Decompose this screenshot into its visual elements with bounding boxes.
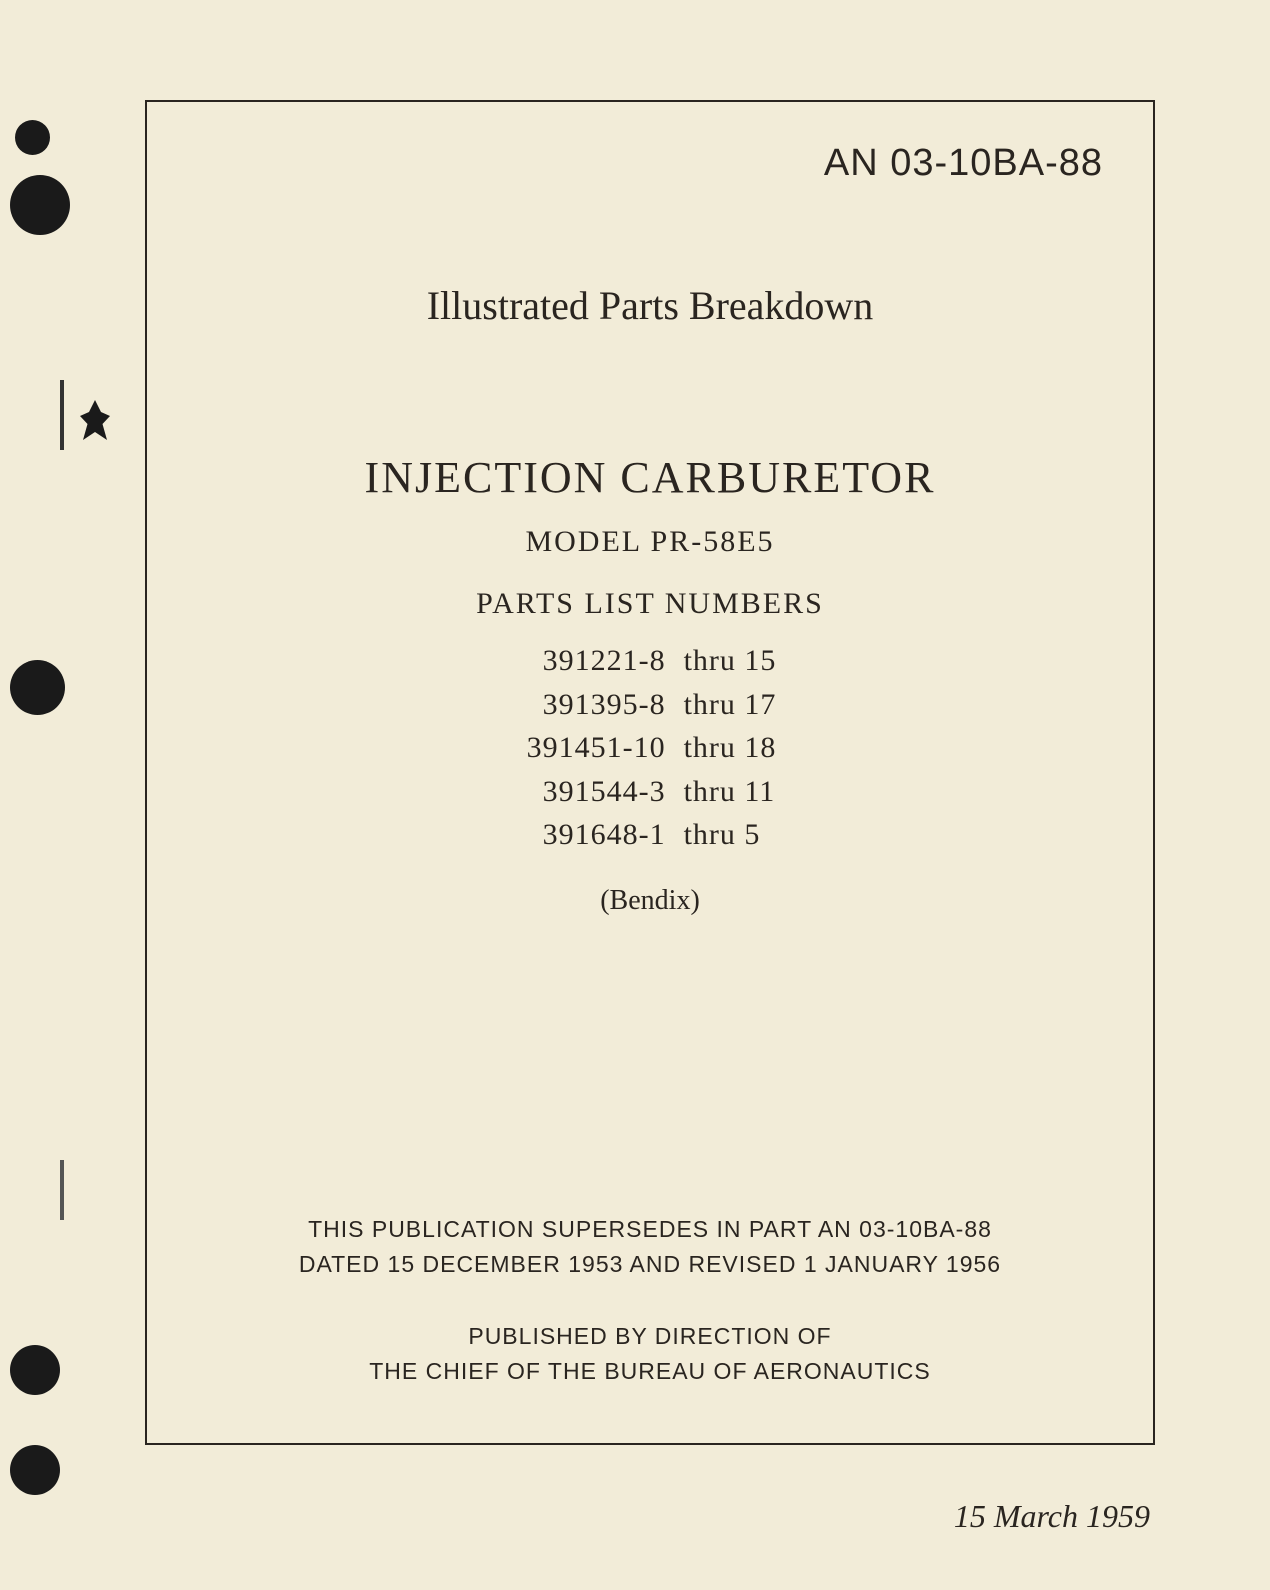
- punch-hole: [10, 1445, 60, 1495]
- punch-holes: [0, 0, 100, 1590]
- parts-number: 391221-8: [524, 639, 684, 683]
- punch-hole: [10, 175, 70, 235]
- parts-list-row: 391395-8 thru 17: [524, 683, 777, 727]
- parts-number: 391544-3: [524, 770, 684, 814]
- model-number: MODEL PR-58E5: [147, 525, 1153, 559]
- title-section: Illustrated Parts Breakdown: [147, 282, 1153, 329]
- parts-list-row: 391648-1 thru 5: [524, 813, 777, 857]
- publication-date: 15 March 1959: [954, 1498, 1150, 1535]
- parts-list: 391221-8 thru 15 391395-8 thru 17 391451…: [524, 639, 777, 857]
- parts-list-header: PARTS LIST NUMBERS: [147, 587, 1153, 621]
- main-title-section: INJECTION CARBURETOR MODEL PR-58E5 PARTS…: [147, 452, 1153, 917]
- footer-section: THIS PUBLICATION SUPERSEDES IN PART AN 0…: [147, 1212, 1153, 1388]
- page-mark: [60, 380, 64, 450]
- parts-number: 391451-10: [524, 726, 684, 770]
- parts-range: thru 11: [684, 770, 776, 814]
- main-title: INJECTION CARBURETOR: [147, 452, 1153, 503]
- page-mark: [60, 1160, 64, 1220]
- parts-range: thru 17: [684, 683, 777, 727]
- publisher-notice: PUBLISHED BY DIRECTION OF THE CHIEF OF T…: [147, 1319, 1153, 1388]
- page-frame: AN 03-10BA-88 Illustrated Parts Breakdow…: [145, 100, 1155, 1445]
- parts-list-row: 391221-8 thru 15: [524, 639, 777, 683]
- parts-range: thru 15: [684, 639, 777, 683]
- supersedes-notice: THIS PUBLICATION SUPERSEDES IN PART AN 0…: [147, 1212, 1153, 1281]
- subtitle: Illustrated Parts Breakdown: [147, 282, 1153, 329]
- punch-hole: [15, 120, 50, 155]
- parts-number: 391648-1: [524, 813, 684, 857]
- punch-hole: [10, 1345, 60, 1395]
- supersedes-line: THIS PUBLICATION SUPERSEDES IN PART AN 0…: [147, 1212, 1153, 1247]
- page-mark: [80, 400, 110, 440]
- parts-range: thru 18: [684, 726, 777, 770]
- parts-number: 391395-8: [524, 683, 684, 727]
- parts-list-row: 391451-10 thru 18: [524, 726, 777, 770]
- publisher-line: PUBLISHED BY DIRECTION OF: [147, 1319, 1153, 1354]
- manufacturer: (Bendix): [147, 885, 1153, 917]
- supersedes-line: DATED 15 DECEMBER 1953 AND REVISED 1 JAN…: [147, 1247, 1153, 1282]
- parts-range: thru 5: [684, 813, 761, 857]
- document-number: AN 03-10BA-88: [824, 142, 1103, 185]
- punch-hole: [10, 660, 65, 715]
- publisher-line: THE CHIEF OF THE BUREAU OF AERONAUTICS: [147, 1354, 1153, 1389]
- parts-list-row: 391544-3 thru 11: [524, 770, 777, 814]
